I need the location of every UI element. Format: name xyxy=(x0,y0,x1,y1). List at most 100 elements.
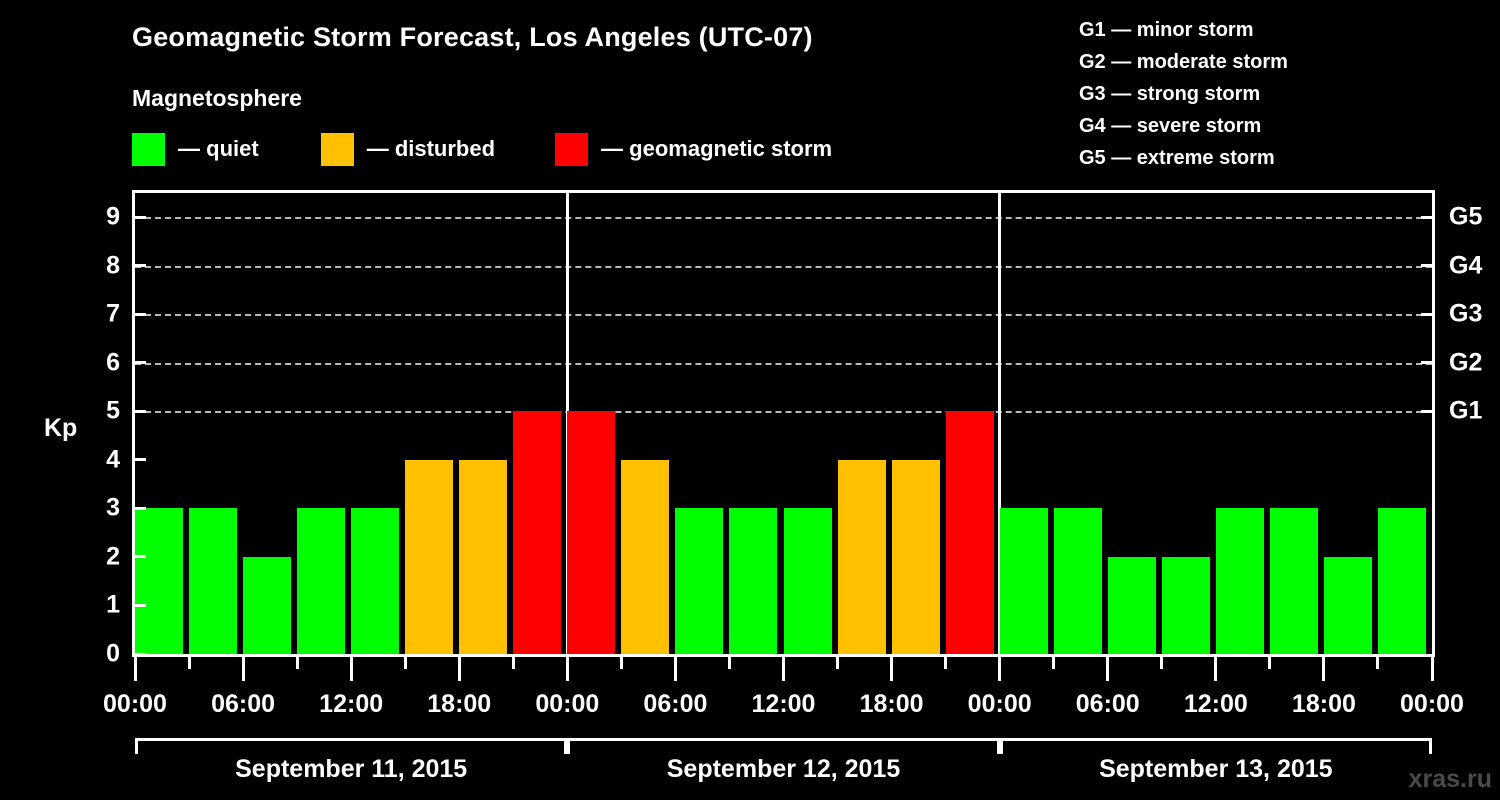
bar-quiet-kp3 xyxy=(1053,508,1102,654)
x-tick-label-4: 00:00 xyxy=(535,690,600,718)
bar-quiet-kp3 xyxy=(1269,508,1318,654)
page-title: Geomagnetic Storm Forecast, Los Angeles … xyxy=(132,22,813,52)
x-tick-20 xyxy=(1214,657,1218,681)
bar-disturbed-kp4 xyxy=(837,459,886,654)
x-tick-3 xyxy=(295,657,299,669)
y-tick-label-1: 1 xyxy=(106,590,120,619)
bar-disturbed-kp4 xyxy=(459,459,508,654)
x-tick-14 xyxy=(890,657,894,681)
x-tick-label-10: 12:00 xyxy=(1183,690,1248,718)
bar-quiet-kp3 xyxy=(189,508,238,654)
gridline-kp-5 xyxy=(135,411,1432,414)
y-tick-label-0: 0 xyxy=(106,639,120,668)
bar-quiet-kp3 xyxy=(729,508,778,654)
x-tick-9 xyxy=(619,657,623,669)
y-right-label-G5: G5 xyxy=(1449,202,1483,231)
x-tick-15 xyxy=(944,657,948,669)
x-tick-12 xyxy=(782,657,785,681)
x-tick-18 xyxy=(1106,657,1110,681)
watermark: xras.ru xyxy=(1408,765,1492,793)
bar-series xyxy=(135,193,1432,654)
x-tick-23 xyxy=(1376,657,1380,669)
x-tick-2 xyxy=(241,657,245,681)
y-tick-5 xyxy=(135,409,146,413)
x-tick-label-9: 06:00 xyxy=(1075,690,1140,718)
x-tick-label-2: 12:00 xyxy=(319,690,384,718)
y-tick-label-2: 2 xyxy=(106,542,120,571)
y-tick-label-8: 8 xyxy=(106,251,120,280)
bar-disturbed-kp4 xyxy=(621,459,670,654)
bar-storm-kp5 xyxy=(945,411,994,654)
bar-quiet-kp2 xyxy=(1107,556,1156,654)
y-tick-label-7: 7 xyxy=(106,299,120,328)
x-tick-24 xyxy=(1430,657,1434,681)
x-tick-8 xyxy=(565,657,569,681)
legend-item-storm: — geomagnetic storm xyxy=(555,132,832,166)
chart-plot-area xyxy=(132,190,1435,657)
bar-quiet-kp2 xyxy=(1323,556,1372,654)
g-scale-legend: G1 — minor storm G2 — moderate storm G3 … xyxy=(1079,14,1288,174)
x-tick-21 xyxy=(1268,657,1272,669)
y-axis-title: Kp xyxy=(44,414,78,442)
date-label-2: September 12, 2015 xyxy=(666,755,901,783)
y-right-label-G3: G3 xyxy=(1449,299,1483,328)
x-tick-label-8: 00:00 xyxy=(967,690,1032,718)
g-scale-row-g4: G4 — severe storm xyxy=(1079,115,1262,137)
quiet-swatch-icon xyxy=(132,132,165,166)
section-label-magnetosphere: Magnetosphere xyxy=(132,85,302,111)
date-bracket-2 xyxy=(567,738,1000,754)
bar-quiet-kp3 xyxy=(1215,508,1264,654)
y-right-tick-G1 xyxy=(1421,409,1432,413)
y-tick-7 xyxy=(135,312,146,316)
y-right-tick-G4 xyxy=(1421,264,1432,268)
gridline-kp-8 xyxy=(135,265,1432,268)
y-tick-label-5: 5 xyxy=(106,396,120,425)
g-scale-row-g1: G1 — minor storm xyxy=(1079,19,1254,41)
y-tick-3 xyxy=(135,506,146,510)
bar-quiet-kp3 xyxy=(999,508,1048,654)
legend-label-disturbed: — disturbed xyxy=(366,136,496,161)
bar-quiet-kp3 xyxy=(1377,508,1426,654)
x-tick-7 xyxy=(511,657,515,669)
y-tick-label-3: 3 xyxy=(106,493,120,522)
legend: — quiet — disturbed — geomagnetic storm xyxy=(132,132,832,166)
y-tick-4 xyxy=(135,458,146,462)
x-tick-label-11: 18:00 xyxy=(1291,690,1356,718)
y-tick-6 xyxy=(135,361,146,365)
x-tick-label-0: 00:00 xyxy=(103,690,167,718)
y-tick-label-6: 6 xyxy=(106,348,120,377)
bar-disturbed-kp4 xyxy=(891,459,940,654)
x-tick-16 xyxy=(998,657,1002,681)
g-scale-row-g2: G2 — moderate storm xyxy=(1079,51,1288,73)
g-scale-row-g5: G5 — extreme storm xyxy=(1079,147,1275,169)
y-tick-0 xyxy=(135,652,146,656)
y-right-label-G4: G4 xyxy=(1449,251,1483,280)
bar-storm-kp5 xyxy=(513,411,562,654)
y-tick-8 xyxy=(135,264,146,268)
x-tick-5 xyxy=(403,657,407,669)
bar-quiet-kp3 xyxy=(351,508,400,654)
bar-disturbed-kp4 xyxy=(405,459,454,654)
x-tick-22 xyxy=(1322,657,1326,681)
bar-quiet-kp2 xyxy=(1161,556,1210,654)
legend-item-disturbed: — disturbed xyxy=(320,132,496,166)
gridline-kp-6 xyxy=(135,362,1432,365)
x-tick-10 xyxy=(673,657,677,681)
x-tick-19 xyxy=(1160,657,1164,669)
x-tick-17 xyxy=(1052,657,1056,669)
legend-item-quiet: — quiet xyxy=(132,132,259,166)
x-tick-13 xyxy=(836,657,840,669)
legend-label-quiet: — quiet xyxy=(178,136,259,161)
bar-quiet-kp3 xyxy=(675,508,724,654)
x-tick-label-5: 06:00 xyxy=(643,690,708,718)
bar-quiet-kp3 xyxy=(297,508,346,654)
y-right-label-G2: G2 xyxy=(1449,348,1483,377)
x-tick-label-7: 18:00 xyxy=(859,690,924,718)
date-label-1: September 11, 2015 xyxy=(235,755,468,783)
bar-quiet-kp2 xyxy=(243,556,292,654)
y-right-label-G1: G1 xyxy=(1449,396,1483,425)
bar-quiet-kp3 xyxy=(135,508,184,654)
x-tick-label-6: 12:00 xyxy=(751,690,816,718)
bar-quiet-kp3 xyxy=(783,508,832,654)
x-tick-4 xyxy=(349,657,353,681)
